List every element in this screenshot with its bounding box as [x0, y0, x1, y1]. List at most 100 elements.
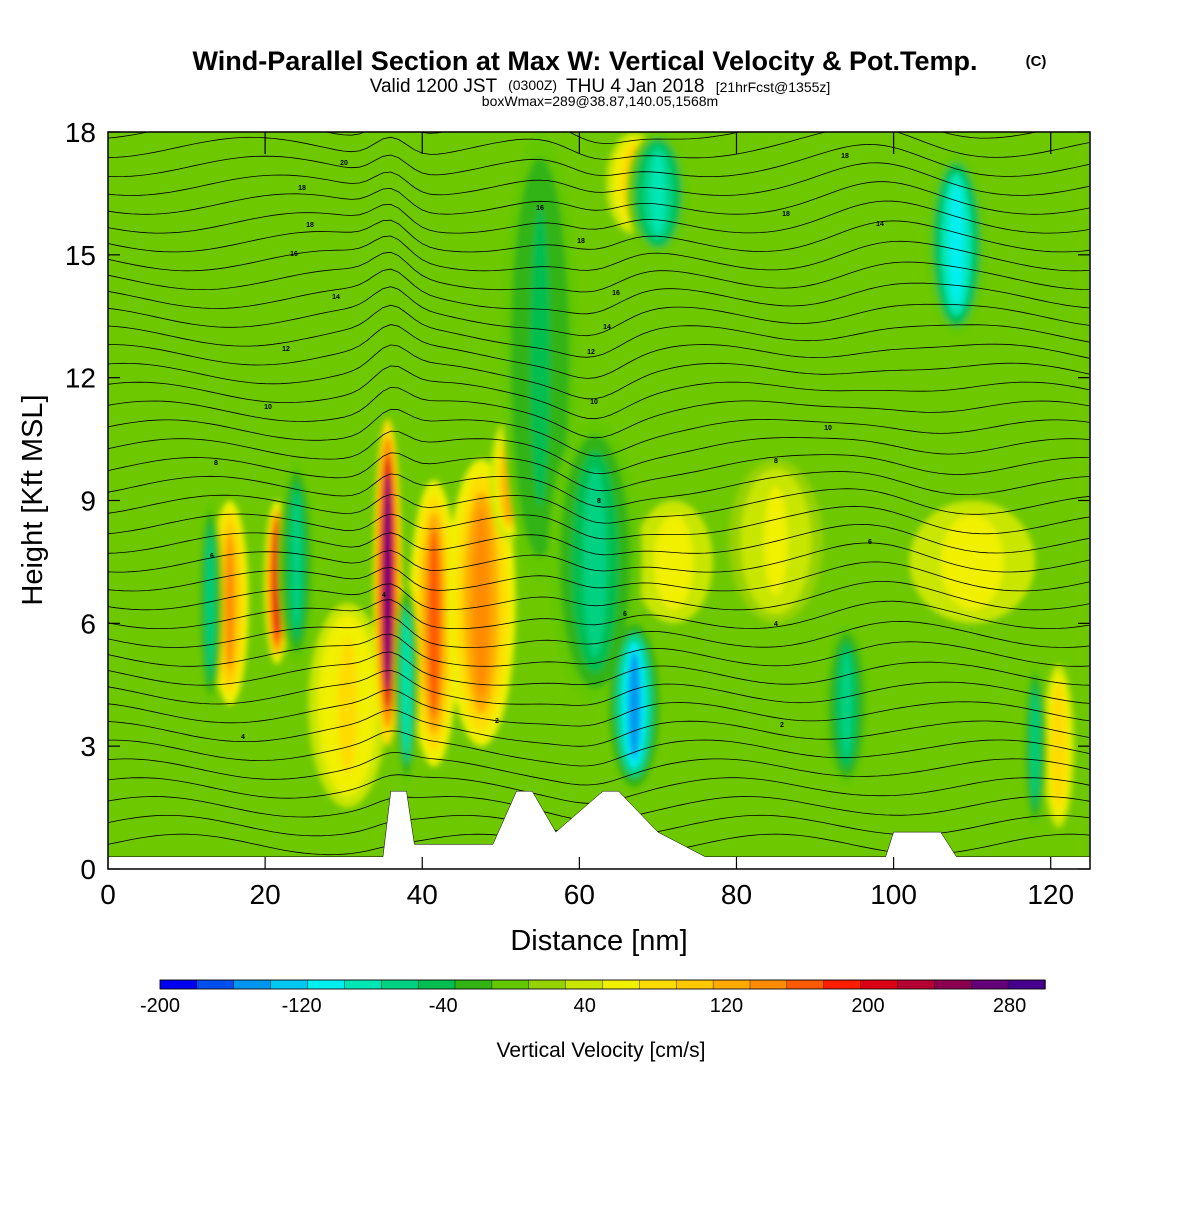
theta-contour-22	[108, 408, 1090, 457]
downdraft-0-level-3	[206, 535, 214, 671]
contour-label: 8	[597, 498, 601, 505]
downdraft-4-level-3	[583, 466, 607, 657]
colorbar-tick-label: 40	[574, 995, 596, 1017]
downdraft-3-level-3	[530, 208, 550, 507]
colorbar-tick-label: 280	[993, 995, 1026, 1017]
colorbar-swatch	[712, 979, 751, 990]
theta-contour-21	[108, 430, 1090, 475]
contour-label: 16	[612, 290, 620, 297]
colorbar-swatch	[344, 979, 382, 990]
x-tick-label: 100	[870, 879, 917, 910]
colorbar-swatch	[417, 979, 456, 990]
updraft-11-level-3	[1054, 691, 1063, 801]
theta-contours	[108, 132, 1090, 857]
contour-labels: 20 18 18 16 14 12 10 8 6 4 2 16 18 16 14 12 10 8 6 4 18 18 14 1…	[210, 153, 884, 741]
colorbar-swatch	[860, 979, 899, 990]
chart-title: Wind-Parallel Section at Max W: Vertical…	[193, 46, 978, 76]
theta-contour-23	[108, 386, 1090, 439]
contour-label: 2	[495, 718, 499, 725]
contour-label: 8	[774, 458, 778, 465]
colorbar-swatch	[381, 979, 419, 990]
theta-contour-31	[108, 235, 1090, 272]
y-tick-label: 15	[65, 240, 96, 271]
colorbar-swatch	[786, 979, 825, 990]
y-tick-label: 9	[80, 486, 96, 517]
contour-label: 10	[824, 425, 832, 432]
terrain-mask	[107, 790, 1091, 870]
theta-contour-5	[108, 730, 1090, 767]
theta-contour-18	[108, 488, 1090, 524]
chart-subtitle: Valid 1200 JST (0300Z) THU 4 Jan 2018 [2…	[370, 74, 831, 97]
x-tick-label: 40	[407, 879, 438, 910]
plot-area: 20 18 18 16 14 12 10 8 6 4 2 16 18 16 14 12 10 8 6 4 18 18 14 1…	[107, 131, 1091, 870]
contour-label: 20	[340, 160, 348, 167]
downdraft-1-level-3	[291, 494, 302, 630]
colorbar-swatch	[307, 979, 346, 990]
x-axis: 0 20 40 60 80 100 120	[100, 857, 1074, 910]
contour-label: 18	[577, 238, 585, 245]
contour-label: 10	[264, 404, 272, 411]
colorbar-label: Vertical Velocity [cm/s]	[497, 1039, 706, 1062]
colorbar-swatch	[233, 979, 272, 990]
contour-label: 4	[241, 734, 245, 741]
x-axis-label: Distance [nm]	[510, 925, 687, 957]
contour-label: 6	[623, 611, 627, 618]
colorbar-swatch	[565, 979, 604, 990]
updraft-0-level-3	[225, 535, 235, 671]
x-tick-label: 120	[1027, 879, 1074, 910]
colorbar-swatch	[749, 979, 788, 990]
colorbar-swatch	[528, 979, 567, 990]
x-tick-label: 80	[721, 879, 752, 910]
theta-contour-13	[108, 581, 1090, 611]
colorbar-tick-label: 200	[851, 995, 884, 1017]
colorbar-swatch	[270, 979, 309, 990]
colorbar-swatch	[1007, 979, 1046, 990]
theta-contour-14	[108, 561, 1090, 592]
theta-contour-15	[108, 542, 1090, 573]
x-tick-label: 0	[100, 879, 116, 910]
theta-contour-19	[108, 471, 1090, 508]
x-tick-label: 20	[250, 879, 281, 910]
contour-label: 18	[306, 222, 314, 229]
theta-contour-37	[108, 132, 1090, 160]
theta-contour-20	[108, 452, 1090, 492]
theta-contour-8	[108, 669, 1090, 706]
colorbar-tick-label: -200	[140, 995, 180, 1017]
theta-contour-28	[108, 286, 1090, 337]
colorbar-frame	[159, 979, 1046, 990]
colorbar-swatch	[602, 979, 641, 990]
theta-contour-7	[108, 689, 1090, 727]
colorbar-swatch	[159, 979, 198, 990]
theta-contour-11	[108, 616, 1090, 648]
theta-contour-32	[108, 219, 1090, 253]
downdraft-2-level-3	[403, 616, 410, 753]
colorbar-swatch	[823, 979, 862, 990]
downdraft-7-level-3	[840, 650, 853, 760]
colorbar-swatch	[491, 979, 530, 990]
colorbar-swatch	[676, 979, 714, 990]
contour-label: 6	[210, 553, 214, 560]
downdraft-9-level-3	[1031, 691, 1039, 801]
downdraft-5-level-3	[628, 650, 641, 760]
updraft-3-level-3	[384, 473, 392, 691]
colorbar-swatch	[196, 979, 235, 990]
theta-contour-25	[108, 344, 1090, 400]
downdraft-6-level-3	[650, 152, 666, 235]
y-tick-label: 3	[80, 731, 96, 762]
theta-contour-9	[108, 651, 1090, 686]
contour-label: 10	[590, 399, 598, 406]
theta-contour-33	[108, 200, 1090, 234]
contour-label: 18	[841, 153, 849, 160]
contour-label: 8	[214, 460, 218, 467]
contour-label: 14	[332, 294, 340, 301]
contour-label: 6	[868, 539, 872, 546]
theta-contour-26	[108, 324, 1090, 379]
contour-label: 12	[587, 349, 595, 356]
contour-label: 18	[298, 185, 306, 192]
contour-label: 4	[382, 592, 386, 599]
contour-label: 14	[603, 324, 611, 331]
contour-label: 2	[780, 722, 784, 729]
theta-contour-34	[108, 181, 1090, 215]
contour-label: 16	[290, 251, 298, 258]
